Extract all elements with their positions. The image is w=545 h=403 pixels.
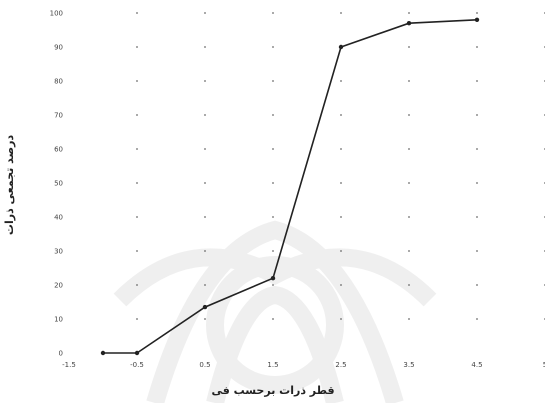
grid-dot	[204, 318, 206, 320]
grid-dot	[204, 182, 206, 184]
data-point	[474, 17, 480, 22]
grid-dot	[136, 182, 138, 184]
grid-dot	[340, 284, 342, 286]
grid-dot	[272, 216, 274, 218]
grid-dot	[136, 148, 138, 150]
x-tick-label: -1.5	[62, 361, 76, 369]
grid-dot	[340, 318, 342, 320]
x-axis-ticks: -1.5 -0.5 0.5 1.5 2.5 3.5 4.5 5	[62, 361, 545, 369]
x-tick-label: 3.5	[403, 361, 414, 369]
data-point	[100, 350, 106, 356]
x-tick-label: 0.5	[199, 361, 210, 369]
grid-dot	[272, 318, 274, 320]
grid-dot	[204, 250, 206, 252]
grid-dot	[408, 250, 410, 252]
y-tick-label: 30	[54, 248, 63, 256]
series-layer	[100, 17, 480, 356]
y-tick-label: 100	[50, 10, 63, 18]
y-tick-label: 0	[59, 350, 63, 358]
x-axis-title: قطر ذرات برحسب فی	[211, 384, 334, 397]
grid-dot	[272, 12, 274, 14]
grid-dot	[476, 114, 478, 116]
grid-dot	[272, 284, 274, 286]
grid-dot	[408, 216, 410, 218]
y-tick-label: 20	[54, 282, 63, 290]
data-point	[134, 350, 140, 356]
grid-dot	[136, 250, 138, 252]
grid-dot	[408, 12, 410, 14]
grid-dot	[204, 148, 206, 150]
grid-dot	[136, 318, 138, 320]
y-tick-label: 90	[54, 44, 63, 52]
grid-dot	[340, 12, 342, 14]
watermark-ornament	[113, 220, 437, 403]
y-tick-label: 80	[54, 78, 63, 86]
grid-dot	[340, 148, 342, 150]
grid-dot	[136, 12, 138, 14]
grid-dot	[408, 114, 410, 116]
grid-dot	[476, 12, 478, 14]
grid-dot	[136, 114, 138, 116]
grid-dot	[408, 318, 410, 320]
grid-dot	[476, 46, 478, 48]
grid-dot	[476, 318, 478, 320]
grid-dot	[204, 284, 206, 286]
grid-dot	[408, 80, 410, 82]
x-tick-label: 2.5	[335, 361, 346, 369]
grid-dot	[204, 46, 206, 48]
grid-dot	[340, 114, 342, 116]
grid-dot	[408, 148, 410, 150]
data-point	[202, 304, 208, 310]
grid-dot	[272, 148, 274, 150]
grid-dot	[340, 250, 342, 252]
grid-dot	[204, 12, 206, 14]
x-tick-label: 5	[543, 361, 545, 369]
grid-dot	[340, 182, 342, 184]
data-point	[270, 276, 276, 281]
grid-dot	[136, 216, 138, 218]
x-tick-label: 1.5	[267, 361, 278, 369]
y-tick-label: 10	[54, 316, 63, 324]
x-tick-label: 4.5	[471, 361, 482, 369]
x-tick-label: -0.5	[130, 361, 144, 369]
data-point	[406, 21, 412, 26]
grid-dot	[476, 250, 478, 252]
y-tick-label: 70	[54, 112, 63, 120]
grid-dot	[204, 80, 206, 82]
grid-dot	[136, 80, 138, 82]
grid-dot	[340, 216, 342, 218]
grid-dot	[272, 182, 274, 184]
grid-dot	[476, 80, 478, 82]
grid-dot	[476, 216, 478, 218]
grid-dot	[136, 284, 138, 286]
grid-dot	[476, 148, 478, 150]
grid-dot	[476, 182, 478, 184]
grid-dot	[408, 284, 410, 286]
grid-dot	[476, 284, 478, 286]
grid-dot	[408, 46, 410, 48]
grid-dot	[272, 80, 274, 82]
y-axis-ticks: 0 10 20 30 40 50 60 70 80 90 100	[50, 10, 63, 358]
y-tick-label: 50	[54, 180, 63, 188]
grid-dot	[340, 80, 342, 82]
grid-dot	[204, 114, 206, 116]
y-tick-label: 60	[54, 146, 63, 154]
y-tick-label: 40	[54, 214, 63, 222]
grid-dot	[272, 114, 274, 116]
grid-dot	[272, 250, 274, 252]
grid-dot	[204, 216, 206, 218]
grid-dot	[136, 46, 138, 48]
y-axis-title: درصد تجمعی ذرات	[3, 135, 16, 236]
grid-dot	[272, 46, 274, 48]
data-point	[338, 44, 344, 50]
grid-dot	[408, 182, 410, 184]
